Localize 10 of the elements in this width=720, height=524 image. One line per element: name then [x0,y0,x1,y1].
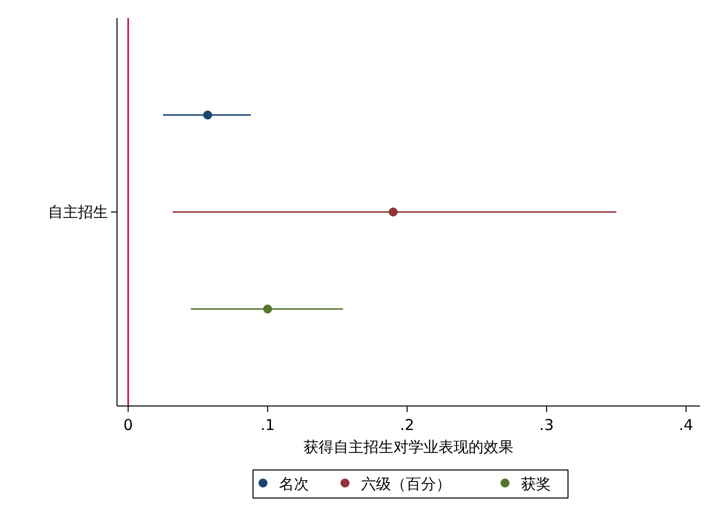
x-axis-title: 获得自主招生对学业表现的效果 [304,438,514,456]
x-tick-label: .2 [400,416,414,434]
x-tick-label: .4 [678,416,694,434]
legend-label: 六级（百分） [361,475,451,493]
x-tick-label: 0 [123,416,133,434]
legend-label: 获奖 [521,475,551,493]
x-tick-label: .1 [260,416,275,434]
x-tick-label: .3 [539,416,554,434]
legend-label: 名次 [279,475,309,493]
y-tick-label: 自主招生 [48,203,108,221]
